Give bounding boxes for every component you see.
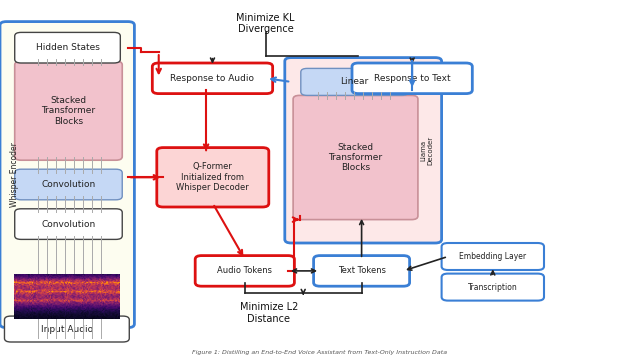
Text: Embedding Layer: Embedding Layer [460, 252, 526, 261]
Text: Convolution: Convolution [42, 220, 95, 229]
Text: Response to Audio: Response to Audio [170, 74, 255, 83]
Text: Stacked
Transformer
Blocks: Stacked Transformer Blocks [42, 96, 95, 126]
FancyBboxPatch shape [152, 63, 273, 94]
FancyBboxPatch shape [442, 243, 544, 270]
Text: Figure 1: Distilling an End-to-End Voice Assistant from Text-Only Instruction Da: Figure 1: Distilling an End-to-End Voice… [193, 350, 447, 355]
FancyBboxPatch shape [301, 68, 408, 95]
FancyBboxPatch shape [15, 209, 122, 239]
FancyBboxPatch shape [299, 99, 421, 221]
Text: Audio Tokens: Audio Tokens [218, 266, 272, 275]
Text: Minimize KL
Divergence: Minimize KL Divergence [236, 13, 295, 34]
FancyBboxPatch shape [195, 256, 294, 286]
Text: Hidden States: Hidden States [36, 43, 99, 52]
FancyBboxPatch shape [352, 63, 472, 94]
Text: Whisper Encoder: Whisper Encoder [10, 142, 19, 207]
FancyBboxPatch shape [4, 316, 129, 342]
FancyBboxPatch shape [20, 64, 125, 162]
Text: Stacked
Transformer
Blocks: Stacked Transformer Blocks [328, 143, 383, 172]
FancyBboxPatch shape [0, 22, 134, 328]
FancyBboxPatch shape [442, 274, 544, 301]
Text: Text Tokens: Text Tokens [338, 266, 385, 275]
FancyBboxPatch shape [308, 104, 430, 226]
Text: Input Audio: Input Audio [41, 325, 93, 333]
FancyBboxPatch shape [314, 256, 410, 286]
FancyBboxPatch shape [15, 61, 122, 160]
Text: Response to Text: Response to Text [374, 74, 451, 83]
Text: Transcription: Transcription [468, 283, 518, 292]
Text: Minimize L2
Distance: Minimize L2 Distance [239, 302, 298, 324]
FancyBboxPatch shape [293, 95, 418, 220]
Text: Linear: Linear [340, 77, 369, 86]
Text: Q-Former
Initialized from
Whisper Decoder: Q-Former Initialized from Whisper Decode… [177, 162, 249, 192]
Text: Convolution: Convolution [42, 180, 95, 189]
FancyBboxPatch shape [157, 148, 269, 207]
FancyBboxPatch shape [15, 169, 122, 200]
FancyBboxPatch shape [29, 69, 134, 167]
FancyBboxPatch shape [15, 32, 120, 63]
FancyBboxPatch shape [303, 101, 426, 224]
Text: Llama
Decoder: Llama Decoder [420, 136, 433, 165]
FancyBboxPatch shape [25, 67, 130, 165]
FancyBboxPatch shape [285, 58, 442, 243]
